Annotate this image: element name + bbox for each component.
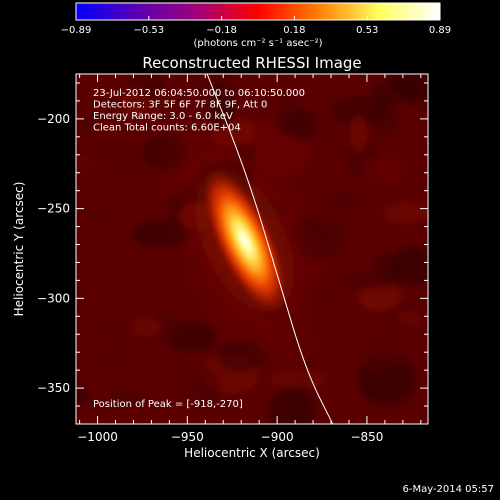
colorbar-tick-label: 0.89 bbox=[429, 25, 451, 36]
image-area bbox=[76, 74, 428, 424]
y-tick-label: −300 bbox=[37, 291, 70, 305]
y-tick-label: −200 bbox=[37, 112, 70, 126]
info-line: Detectors: 3F 5F 6F 7F 8F 9F, Att 0 bbox=[93, 100, 267, 111]
solar-limb-line bbox=[206, 74, 334, 424]
y-axis-label: Heliocentric Y (arcsec) bbox=[12, 182, 26, 317]
info-line: Energy Range: 3.0 - 6.0 keV bbox=[93, 111, 233, 122]
axis-ticks: −1000 −950 −900 −850 −200 −250 −300 −350 bbox=[37, 74, 428, 444]
info-line: 23-Jul-2012 06:04:50.000 to 06:10:50.000 bbox=[93, 88, 305, 99]
y-tick-label: −250 bbox=[37, 202, 70, 216]
x-tick-label: −850 bbox=[350, 430, 383, 444]
colorbar-tick-label: 0.18 bbox=[283, 25, 305, 36]
y-tick-label: −350 bbox=[37, 381, 70, 395]
x-tick-label: −1000 bbox=[77, 430, 118, 444]
x-tick-label: −900 bbox=[261, 430, 294, 444]
date-stamp: 6-May-2014 05:57 bbox=[402, 484, 494, 495]
colorbar-tick-label: −0.53 bbox=[133, 25, 164, 36]
colorbar-ticks: −0.89 −0.53 −0.18 0.18 0.53 0.89 bbox=[61, 16, 451, 36]
colorbar-tick-label: 0.53 bbox=[356, 25, 378, 36]
flare-source bbox=[202, 168, 288, 314]
colorbar-units-label: (photons cm⁻² s⁻¹ asec⁻²) bbox=[193, 38, 322, 49]
observation-info: 23-Jul-2012 06:04:50.000 to 06:10:50.000… bbox=[93, 88, 305, 134]
colorbar bbox=[75, 2, 441, 21]
plot-frame bbox=[75, 73, 429, 425]
x-tick-label: −950 bbox=[171, 430, 204, 444]
colorbar-tick-label: −0.18 bbox=[206, 25, 237, 36]
info-line: Clean Total counts: 6.60E+04 bbox=[93, 123, 241, 134]
peak-position-text: Position of Peak = [-918,-270] bbox=[93, 399, 243, 410]
x-axis-label: Heliocentric X (arcsec) bbox=[184, 446, 320, 460]
chart-title: Reconstructed RHESSI Image bbox=[142, 54, 361, 72]
colorbar-tick-label: −0.89 bbox=[61, 25, 92, 36]
